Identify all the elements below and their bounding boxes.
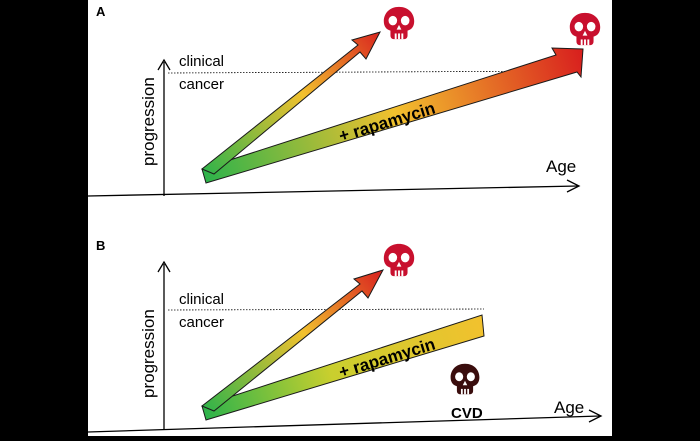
panel-letter-a: A [96, 4, 106, 19]
x-axis-b [87, 415, 601, 433]
x-axis-arrowhead-a [566, 179, 581, 193]
rapamycin-arrow-b [201, 314, 485, 421]
threshold-label-b-line2: cancer [179, 314, 224, 331]
figure: A progression Age clinical cancer + rapa… [87, 0, 612, 436]
skull-icon [383, 243, 415, 277]
treatment-label-a: + rapamycin [337, 99, 438, 146]
threshold-label-a-line1: clinical [179, 53, 224, 70]
skull-icon [383, 6, 415, 40]
figure-canvas: A progression Age clinical cancer + rapa… [87, 4, 603, 433]
panel-b: B progression Age clinical cancer + rapa… [87, 238, 603, 433]
untreated-arrow-a [201, 31, 381, 175]
treatment-label-b: + rapamycin [337, 335, 438, 382]
x-axis-a [87, 185, 579, 197]
y-axis-label-b: progression [139, 309, 158, 398]
x-axis-arrowhead-b [588, 409, 603, 423]
cvd-label: CVD [451, 405, 483, 422]
threshold-label-a-line2: cancer [179, 76, 224, 93]
x-axis-label-b: Age [554, 398, 584, 417]
panel-letter-b: B [96, 238, 105, 253]
x-axis-label-a: Age [546, 157, 576, 176]
cvd-skull-icon [450, 363, 480, 395]
rapamycin-arrow-a [201, 47, 584, 184]
y-axis-label-a: progression [139, 77, 158, 166]
y-axis-arrowhead-a [157, 58, 171, 71]
y-axis-arrowhead-b [157, 260, 171, 273]
panel-a: A progression Age clinical cancer + rapa… [87, 4, 601, 197]
untreated-arrow-b [201, 269, 385, 412]
threshold-label-b-line1: clinical [179, 291, 224, 308]
skull-icon [569, 12, 601, 46]
